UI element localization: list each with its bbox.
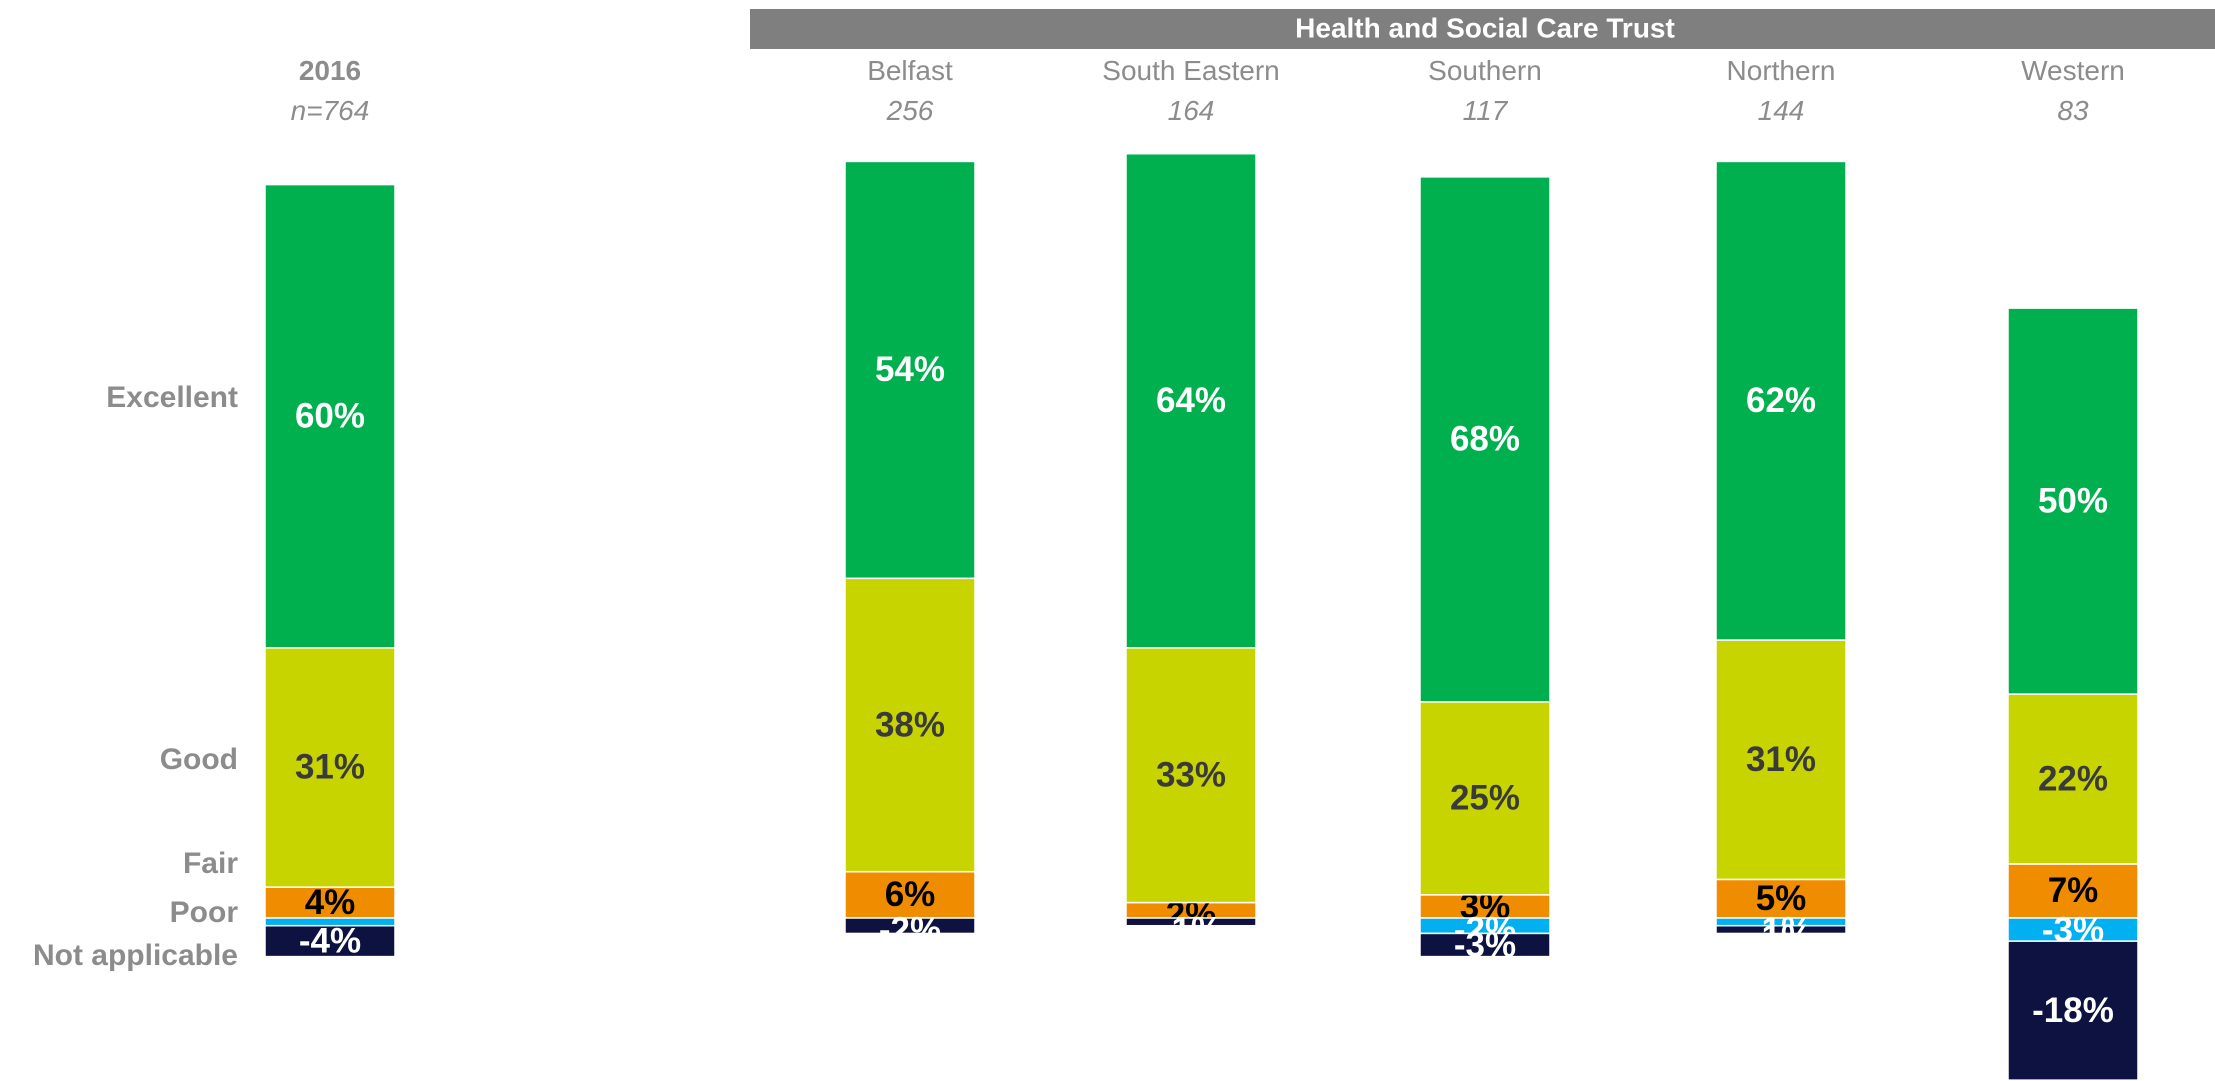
column-sample-size: n=764 <box>291 95 370 126</box>
column-belfast: Belfast 256 6% 38% 54% -2% <box>844 55 976 949</box>
data-label-excellent: 68% <box>1450 420 1520 459</box>
bar-segment-fair <box>1715 878 1847 919</box>
data-label-good: 31% <box>1746 740 1816 779</box>
trust-banner: Health and Social Care Trust <box>750 9 2215 49</box>
bar-segment-good <box>1715 639 1847 881</box>
bar-segment-good <box>1419 701 1551 896</box>
bar-segment-excellent <box>1419 176 1551 703</box>
bar-segment-good <box>2007 693 2139 865</box>
data-label-fair: 7% <box>2048 871 2099 910</box>
column-sample-size: 83 <box>2057 95 2089 126</box>
bar-segment-fair <box>264 886 396 919</box>
column-title: Southern <box>1428 55 1542 86</box>
column-title: 2016 <box>299 55 361 86</box>
column-title: Belfast <box>867 55 953 86</box>
bar-columns: 2016 n=764 4% 31% 60% -4% Belfast 256 6% 38% 54% -2… <box>264 55 2139 1081</box>
data-label-fair: 4% <box>305 883 356 922</box>
column-title: South Eastern <box>1102 55 1279 86</box>
category-label-poor: Poor <box>170 896 239 929</box>
data-label-excellent: 62% <box>1746 381 1816 420</box>
bar-segment-excellent <box>844 160 976 580</box>
category-axis-labels: Excellent Good Fair Poor Not applicable <box>33 381 238 972</box>
bar-segment-not-applicable <box>844 917 976 935</box>
bar-segment-excellent <box>1715 160 1847 641</box>
column-2016: 2016 n=764 4% 31% 60% -4% <box>264 55 396 960</box>
category-label-excellent: Excellent <box>106 381 238 414</box>
column-sample-size: 164 <box>1168 95 1215 126</box>
column-sample-size: 117 <box>1463 95 1509 126</box>
data-label-not-applicable: -1% <box>1750 918 1812 957</box>
data-label-not-applicable: -2% <box>879 910 941 949</box>
bar-segment-excellent <box>264 183 396 649</box>
data-label-excellent: 54% <box>875 350 945 389</box>
bar-segment-not-applicable <box>1419 932 1551 958</box>
trust-banner-title: Health and Social Care Trust <box>1295 12 1675 43</box>
data-label-fair: 5% <box>1756 879 1807 918</box>
bar-segment-good <box>1125 647 1257 904</box>
data-label-excellent: 64% <box>1156 381 1226 420</box>
data-label-not-applicable: -1% <box>1160 910 1222 949</box>
bar-segment-excellent <box>1125 152 1257 649</box>
data-label-good: 33% <box>1156 755 1226 794</box>
bar-segment-not-applicable <box>1715 924 1847 935</box>
category-label-not-applicable: Not applicable <box>33 939 238 972</box>
data-label-good: 31% <box>295 748 365 787</box>
data-label-excellent: 60% <box>295 396 365 435</box>
bar-segment-not-applicable <box>2007 940 2139 1081</box>
column-title: Northern <box>1727 55 1836 86</box>
trust-banner-background <box>750 9 2215 49</box>
data-label-excellent: 50% <box>2038 481 2108 520</box>
column-sample-size: 256 <box>886 95 934 126</box>
category-label-fair: Fair <box>183 847 238 880</box>
bar-segment-good <box>844 577 976 873</box>
bar-segment-excellent <box>2007 307 2139 695</box>
bar-segment-not-applicable <box>1125 917 1257 927</box>
data-label-good: 22% <box>2038 759 2108 798</box>
data-label-not-applicable: -3% <box>1454 926 1516 965</box>
bar-segment-not-applicable <box>264 924 396 958</box>
data-label-not-applicable: -18% <box>2032 991 2114 1030</box>
column-sample-size: 144 <box>1758 95 1805 126</box>
data-label-good: 25% <box>1450 779 1520 818</box>
data-label-good: 38% <box>875 705 945 744</box>
category-label-good: Good <box>160 743 238 776</box>
data-label-fair: 6% <box>885 875 936 914</box>
data-label-not-applicable: -4% <box>299 921 361 960</box>
column-title: Western <box>2021 55 2125 86</box>
